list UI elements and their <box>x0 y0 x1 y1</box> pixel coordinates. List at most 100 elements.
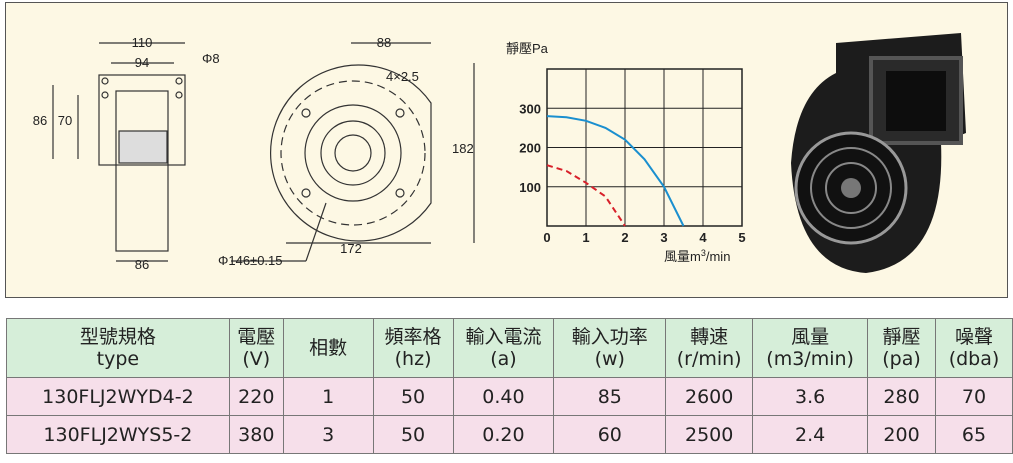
x-label-unit: /min <box>706 249 731 264</box>
cell-text: (r/min) <box>676 348 742 370</box>
x-label-text: 風量m <box>664 249 701 264</box>
cell-text: 220 <box>238 385 275 408</box>
dim: Φ146±0.15 <box>218 253 283 268</box>
header-cell: 輸入功率 (w) <box>553 318 667 378</box>
cell-text: 3 <box>322 423 335 446</box>
y-tick-label: 100 <box>519 180 541 195</box>
table-cell: 50 <box>372 377 454 416</box>
header-cell: 風量 (m3/min) <box>752 318 869 378</box>
header-row: 型號規格 type 電壓 (V) 相數 頻率格 (hz) 輸入電流 (a) 輸入功率 (w) 轉速 (r… <box>6 318 1013 378</box>
cell-text: 70 <box>961 385 987 408</box>
table-cell: 3 <box>282 415 374 454</box>
table-cell: 1 <box>282 377 374 416</box>
cell-text: type <box>96 348 140 370</box>
table-row: 130FLJ2WYS5-2 380 3 50 0.20 60 2500 2.4 200 65 <box>6 415 1013 454</box>
cell-text: 50 <box>400 385 426 408</box>
cell-text: 輸入功率 <box>571 326 648 348</box>
table-cell: 280 <box>867 377 936 416</box>
x-tick-label: 0 <box>543 230 550 245</box>
fan-photo <box>791 33 966 273</box>
cell-text: 噪聲 <box>954 326 993 348</box>
x-label-sup: 3 <box>701 248 706 258</box>
header-cell: 相數 <box>282 318 374 378</box>
cell-text: 65 <box>961 423 987 446</box>
cell-text: (a) <box>490 348 517 370</box>
curve <box>546 164 626 227</box>
cell-text: 頻率格 <box>384 326 442 348</box>
table-cell: 220 <box>228 377 284 416</box>
header-cell: 頻率格 (hz) <box>372 318 454 378</box>
drawings: 110 94 Φ8 86 70 86 88 4×2.5 182 172 Φ146… <box>33 33 966 273</box>
table-cell: 65 <box>935 415 1013 454</box>
cell-text: 型號規格 <box>79 326 156 348</box>
cell-text: (w) <box>594 348 625 370</box>
dim: 86 <box>135 257 149 272</box>
table-cell: 2.4 <box>752 415 869 454</box>
table-cell: 60 <box>553 415 667 454</box>
x-tick-label: 4 <box>699 230 707 245</box>
table-cell: 50 <box>372 415 454 454</box>
x-tick-label: 1 <box>582 230 589 245</box>
cell-text: 280 <box>883 385 920 408</box>
cell-text: 2500 <box>684 423 734 446</box>
cell-text: 風量 <box>791 326 830 348</box>
table-cell: 3.6 <box>752 377 869 416</box>
header-cell: 轉速 (r/min) <box>665 318 754 378</box>
dim: 70 <box>58 113 72 128</box>
cell-text: 轉速 <box>690 326 729 348</box>
cell-text: 1 <box>322 385 335 408</box>
cell-text: 3.6 <box>795 385 826 408</box>
table-row: 130FLJ2WYD4-2 220 1 50 0.40 85 2600 3.6 280 70 <box>6 377 1013 416</box>
cell-text: 130FLJ2WYS5-2 <box>43 423 193 446</box>
cell-text: 電壓 <box>237 326 276 348</box>
cell-text: 2600 <box>684 385 734 408</box>
table-cell: 0.40 <box>452 377 555 416</box>
cell-text: (pa) <box>882 348 921 370</box>
cell-text: 0.40 <box>482 385 525 408</box>
dim: Φ8 <box>202 51 220 66</box>
table-cell: 2600 <box>665 377 754 416</box>
side-drawing <box>231 42 475 262</box>
dim: 4×2.5 <box>386 69 419 84</box>
table-cell: 2500 <box>665 415 754 454</box>
dim: 88 <box>377 35 391 50</box>
table-cell: 85 <box>553 377 667 416</box>
header-cell: 輸入電流 (a) <box>452 318 555 378</box>
dim: 172 <box>340 241 362 256</box>
header-cell: 靜壓 (pa) <box>867 318 936 378</box>
x-tick-label: 5 <box>738 230 745 245</box>
cell-text: (hz) <box>394 348 432 370</box>
dim: 94 <box>135 55 149 70</box>
table-cell: 0.20 <box>452 415 555 454</box>
cell-text: (dba) <box>948 348 1000 370</box>
cell-text: 380 <box>238 423 275 446</box>
cell-text: 50 <box>400 423 426 446</box>
cell-text: 0.20 <box>482 423 525 446</box>
cell-text: 相數 <box>309 337 348 359</box>
curve <box>546 115 685 227</box>
cell-text: 85 <box>597 385 622 408</box>
dim: 86 <box>33 113 47 128</box>
y-tick-label: 300 <box>519 101 541 116</box>
x-axis-label: 風量m3/min <box>664 248 730 264</box>
cell-text: 130FLJ2WYD4-2 <box>42 385 194 408</box>
cell-text: 靜壓 <box>882 326 921 348</box>
table-cell: 380 <box>228 415 284 454</box>
table-cell: 130FLJ2WYS5-2 <box>6 415 230 454</box>
drawing-panel: 110 94 Φ8 86 70 86 88 4×2.5 182 172 Φ146… <box>5 2 1008 298</box>
front-drawing <box>52 42 186 262</box>
y-axis-label: 靜壓Pa <box>506 41 549 56</box>
cell-text: 60 <box>597 423 622 446</box>
cell-text: (m3/min) <box>766 348 854 370</box>
dim: 182 <box>452 141 474 156</box>
header-cell: 電壓 (V) <box>228 318 284 378</box>
dim: 110 <box>132 35 153 50</box>
table-cell: 70 <box>935 377 1013 416</box>
table-cell: 200 <box>867 415 936 454</box>
y-tick-label: 200 <box>519 141 541 156</box>
header-cell: 噪聲 (dba) <box>935 318 1013 378</box>
cell-text: 200 <box>883 423 920 446</box>
cell-text: (V) <box>242 348 271 370</box>
spec-table: 型號規格 type 電壓 (V) 相數 頻率格 (hz) 輸入電流 (a) 輸入功率 (w) 轉速 (r… <box>6 318 1013 454</box>
table-cell: 130FLJ2WYD4-2 <box>6 377 230 416</box>
